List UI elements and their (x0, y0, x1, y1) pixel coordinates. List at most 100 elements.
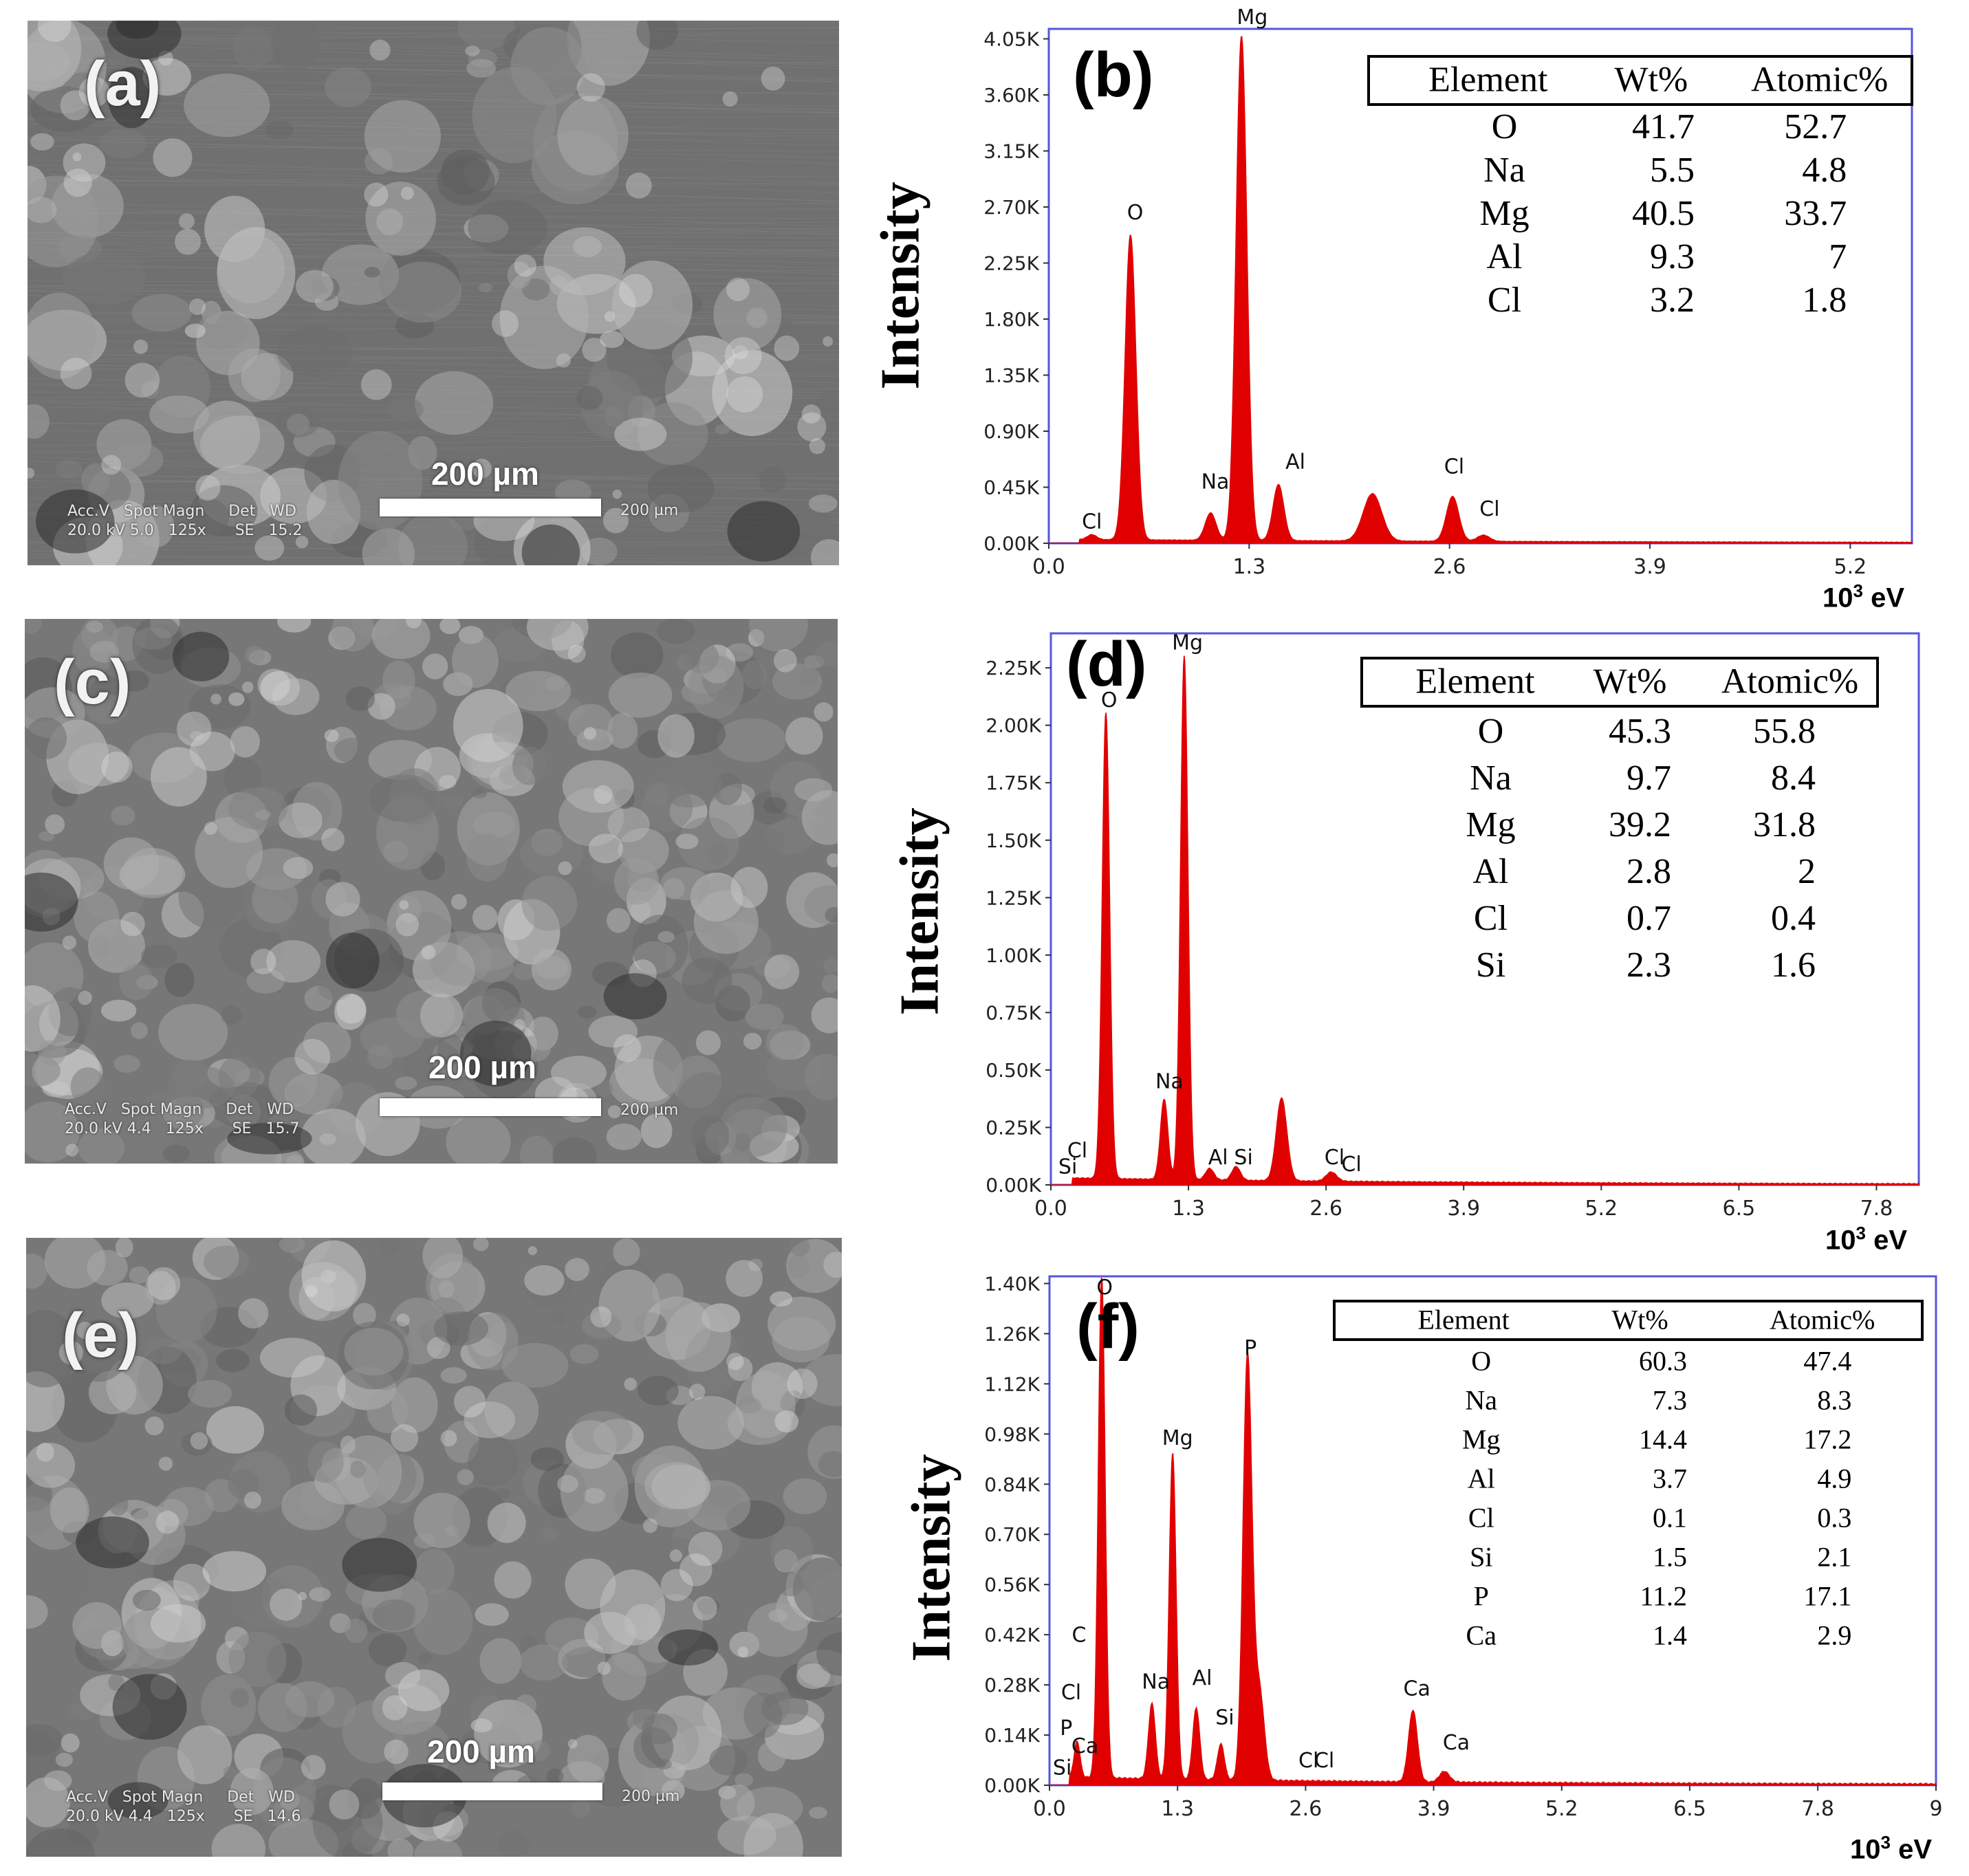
surface-particle (787, 1254, 810, 1279)
surface-highlight (301, 1755, 326, 1780)
y-tick-label: 2.25K (986, 657, 1041, 679)
y-tick-label: 3.15K (983, 140, 1039, 162)
surface-particle (25, 619, 43, 634)
surface-particle (274, 406, 320, 438)
surface-particle (131, 294, 192, 332)
surface-highlight (298, 1591, 307, 1601)
surface-particle (474, 1699, 543, 1768)
surface-particle (457, 21, 516, 50)
surface-particle (602, 1652, 646, 1701)
surface-particle (321, 244, 400, 305)
surface-particle (809, 1807, 827, 1819)
surface-particle (446, 1113, 511, 1164)
surface-highlight (63, 168, 92, 197)
table-cell: 39.2 (1609, 805, 1671, 844)
table-cell: 55.8 (1753, 712, 1816, 751)
panel-label-e: (e) (62, 1300, 140, 1371)
surface-particle (745, 1003, 784, 1030)
table-cell: 52.7 (1784, 107, 1847, 146)
surface-particle (457, 1469, 474, 1485)
table-cell: P (1474, 1580, 1489, 1611)
surface-particle (387, 397, 424, 422)
peak-label: Si (1058, 1155, 1077, 1179)
x-tick-label: 2.6 (1433, 555, 1466, 579)
surface-highlight (688, 1384, 706, 1400)
y-tick-label: 0.56K (984, 1573, 1040, 1596)
surface-pit (603, 973, 667, 1020)
peak-label: Al (1208, 1146, 1228, 1170)
surface-particle (387, 1838, 414, 1857)
table-cell: 9.3 (1650, 237, 1695, 276)
surface-particle (150, 1604, 206, 1643)
peak-label: Cl (1325, 1146, 1345, 1170)
surface-highlight (679, 1553, 712, 1586)
surface-particle (324, 67, 372, 107)
surface-highlight (494, 1561, 532, 1599)
surface-particle (334, 737, 371, 763)
surface-particle (439, 774, 457, 789)
surface-particle (571, 1799, 591, 1818)
table-cell: Cl (1488, 281, 1521, 320)
surface-particle (757, 1740, 786, 1771)
scale-bar (380, 1098, 601, 1116)
surface-particle (607, 712, 638, 749)
surface-particle (645, 782, 668, 807)
surface-particle (142, 58, 192, 96)
surface-particle (278, 803, 323, 838)
surface-highlight (124, 362, 160, 398)
x-axis-unit: 103 eV (1823, 580, 1905, 613)
surface-particle (108, 1674, 124, 1691)
surface-particle (26, 1310, 78, 1388)
surface-particle (132, 619, 185, 674)
surface-particle (184, 323, 206, 338)
surface-particle (825, 906, 838, 923)
surface-highlight (60, 90, 91, 120)
table-cell: 33.7 (1784, 194, 1847, 233)
surface-highlight (295, 535, 309, 549)
y-tick-label: 0.45K (983, 476, 1039, 499)
sem-micrograph-e: (e) 200 µm Acc.V Spot Magn Det WD 20.0 k… (26, 1238, 842, 1857)
surface-particle (794, 778, 833, 802)
surface-particle (43, 1770, 72, 1791)
surface-particle (120, 670, 149, 692)
y-tick-label: 1.75K (986, 772, 1041, 794)
sem-surface-texture (26, 1238, 842, 1857)
surface-highlight (764, 954, 800, 990)
surface-particle (441, 149, 490, 195)
surface-particle (195, 475, 221, 501)
table-header-cell: Element (1428, 60, 1548, 99)
table-cell: 7 (1829, 237, 1847, 276)
peak-label: Si (1234, 1146, 1252, 1170)
surface-particle (568, 704, 613, 742)
surface-particle (610, 632, 664, 679)
y-tick-label: 1.00K (986, 944, 1041, 967)
x-tick-label: 7.8 (1801, 1797, 1834, 1821)
surface-particle (206, 1406, 265, 1454)
surface-highlight (602, 508, 629, 534)
surface-particle (117, 1120, 171, 1164)
surface-pit (107, 1782, 168, 1820)
surface-particle (129, 1266, 150, 1284)
surface-particle (638, 1375, 679, 1406)
surface-particle (320, 1269, 336, 1284)
surface-particle (688, 1531, 723, 1567)
surface-highlight (660, 1569, 693, 1602)
surface-particle (647, 464, 715, 513)
table-cell: 14.4 (1639, 1424, 1687, 1454)
table-cell: O (1492, 107, 1518, 146)
surface-particle (311, 879, 347, 919)
surface-particle (413, 1533, 436, 1549)
surface-highlight (801, 404, 821, 424)
surface-particle (364, 100, 442, 173)
surface-particle (26, 1724, 64, 1756)
surface-pit (227, 1122, 312, 1155)
surface-highlight (120, 911, 145, 937)
surface-particle (818, 1451, 842, 1478)
surface-particle (320, 1046, 343, 1062)
table-cell: 0.1 (1653, 1502, 1687, 1533)
table-cell: Si (1476, 946, 1505, 985)
table-cell: Cl (1474, 899, 1508, 938)
surface-particle (284, 1394, 318, 1426)
surface-particle (530, 1740, 550, 1761)
surface-particle (345, 1618, 368, 1644)
